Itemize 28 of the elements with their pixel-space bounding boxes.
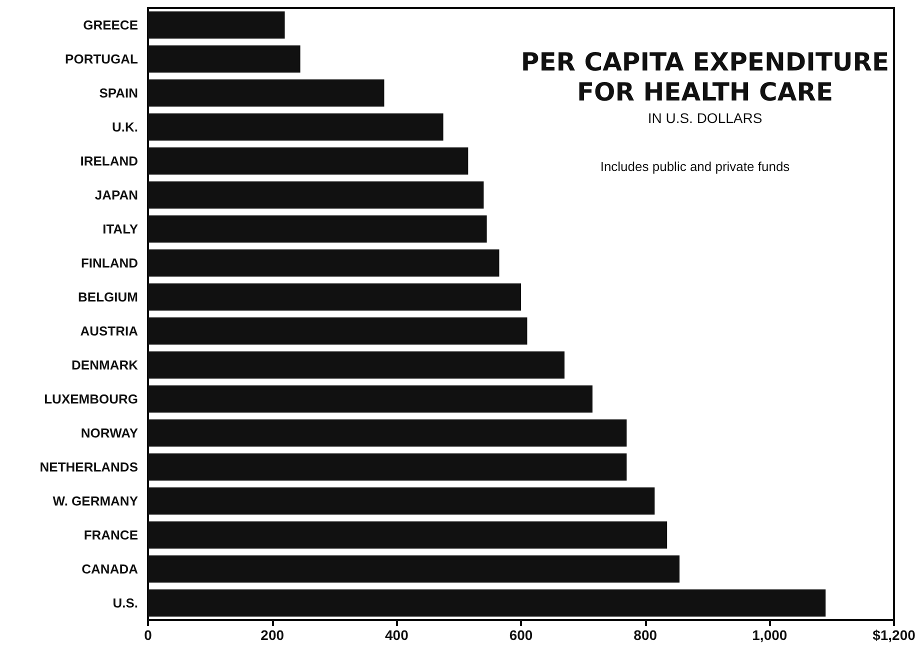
x-tick-label: 800 — [634, 627, 658, 643]
x-tick-label: 600 — [509, 627, 533, 643]
y-tick-label: FRANCE — [84, 528, 138, 542]
y-tick-label: CANADA — [82, 562, 139, 576]
y-tick-label: SPAIN — [99, 86, 138, 100]
y-tick-label: FINLAND — [80, 256, 138, 270]
y-tick-label: DENMARK — [72, 358, 139, 372]
y-tick-label: JAPAN — [94, 188, 138, 202]
y-tick-label: IRELAND — [80, 154, 138, 168]
text: PER CAPITA EXPENDITURE FOR HEALTH CARE — [520, 48, 890, 106]
x-tick-label: 1,000 — [752, 627, 788, 643]
y-tick-label: AUSTRIA — [80, 324, 139, 338]
text: IN U.S. DOLLARS — [648, 110, 762, 126]
y-tick-label: U.K. — [112, 120, 138, 134]
x-tick-label: 200 — [260, 627, 284, 643]
x-tick-label: 400 — [384, 627, 409, 643]
y-tick-label: PORTUGAL — [65, 52, 138, 66]
y-tick-label: NORWAY — [80, 426, 138, 440]
y-tick-label: BELGIUM — [78, 290, 138, 304]
annotation: Includes public and private funds — [600, 159, 790, 174]
y-tick-label: W. GERMANY — [52, 494, 138, 508]
x-tick-label: $1,200 — [872, 627, 916, 643]
y-tick-label: NETHERLANDS — [40, 460, 138, 474]
y-tick-label: GREECE — [83, 18, 138, 32]
y-tick-label: LUXEMBOURG — [44, 392, 138, 406]
y-tick-label: U.S. — [112, 596, 138, 610]
y-tick-label: ITALY — [102, 222, 138, 236]
x-tick-label: 0 — [144, 627, 152, 643]
